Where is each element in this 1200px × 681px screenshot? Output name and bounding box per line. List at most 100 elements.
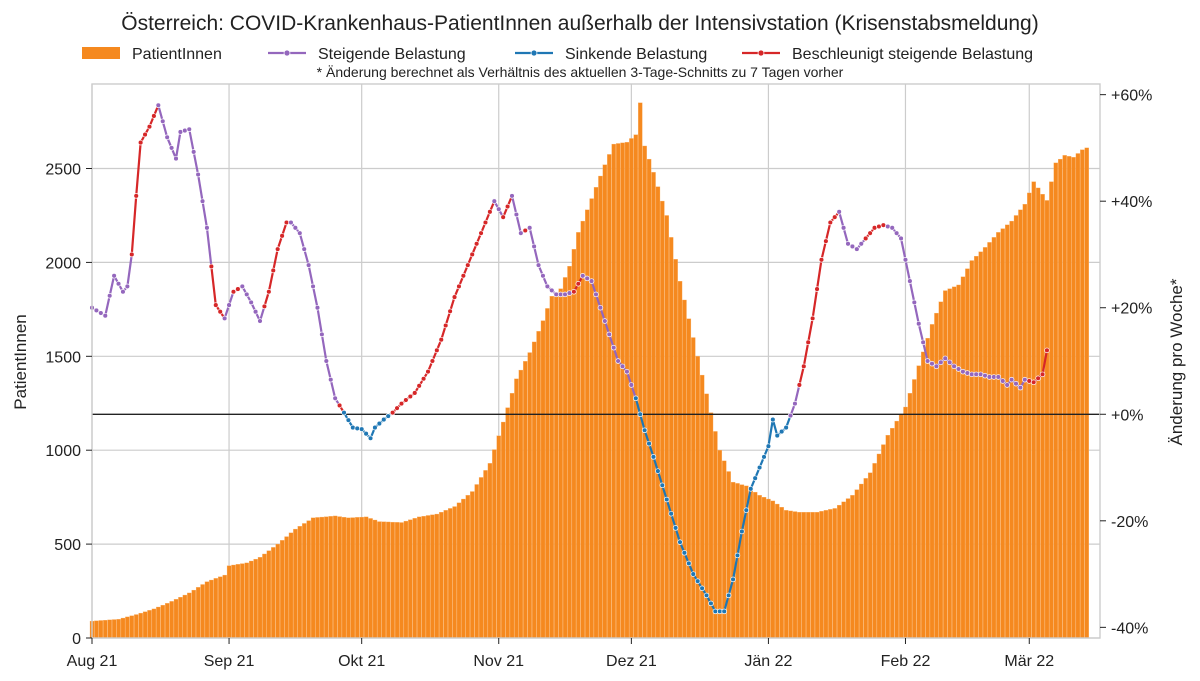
patient-bar [394,522,400,639]
change-point [871,225,878,231]
patient-bar [386,521,391,639]
patient-bar [333,515,338,639]
change-point [880,222,887,228]
change-point [248,299,254,306]
change-point [915,320,922,327]
patient-bar [810,512,815,639]
change-point [385,413,391,419]
y-left-tick-label: 1500 [45,349,81,366]
change-point [761,454,767,460]
patient-bar [355,517,360,639]
change-point [783,424,789,431]
change-point [787,412,794,419]
patient-bar [257,557,263,639]
patient-bar [461,498,466,639]
change-point [694,578,701,584]
change-point [951,363,957,370]
change-point [319,331,325,338]
y-axis-left-label: PatientInnen [11,314,30,409]
patient-bar [673,259,678,639]
change-point [845,241,851,247]
legend-label-accel: Beschleunigt steigende Belastung [792,46,1033,63]
patient-bar [200,584,205,639]
change-point [1004,382,1010,388]
patient-bar [1044,200,1050,639]
change-point [438,336,445,343]
change-point [230,289,237,295]
patient-bar [1022,204,1028,639]
change-point [106,293,113,299]
change-point [885,223,891,230]
patient-bar [266,550,272,639]
change-point [588,278,595,284]
change-point [774,432,781,439]
patient-bar [845,498,851,639]
change-point [204,225,210,231]
change-point [659,482,666,489]
patient-bar [1080,149,1085,639]
change-point [425,368,431,375]
patient-bar [310,517,316,639]
patient-bar [620,142,625,639]
change-point [730,576,736,583]
change-point [473,241,480,247]
change-point [960,368,966,375]
change-point [288,219,294,226]
patient-bar [425,515,431,639]
legend: PatientInnen Steigende Belastung Sinkende … [82,46,1033,63]
patient-bar [1031,181,1036,639]
change-point [535,262,542,268]
change-point [332,395,338,402]
x-tick-label: Mär 22 [1004,653,1054,670]
y-left-tick-label: 2500 [45,162,81,179]
patient-bar [390,521,395,639]
patient-bar [147,610,152,639]
patient-bar [377,521,382,639]
patient-bar [363,516,369,639]
patient-bar [669,237,674,639]
change-point [465,262,471,268]
change-point [504,203,511,210]
change-point [619,363,626,370]
change-point [447,308,453,315]
change-point [381,416,387,423]
patient-bar [103,620,108,639]
patient-bar [651,172,656,639]
patient-bar [359,516,364,639]
patient-bar [837,504,842,639]
patient-bar [947,288,952,639]
change-point [363,430,369,437]
change-point [301,246,307,252]
change-point [641,427,648,434]
patient-bar [558,288,563,639]
y-right-tick-label: +0% [1111,407,1143,424]
patient-bar [204,581,210,639]
legend-label-bars: PatientInnen [132,46,222,63]
patient-bar [111,619,117,639]
patient-bar [496,435,501,639]
change-point [274,246,281,252]
change-point [434,347,440,354]
change-point [637,411,643,418]
patient-bar [372,519,378,639]
patient-bar [682,299,687,639]
patient-bar [655,186,661,639]
change-point [159,118,166,125]
patient-bar [814,512,820,639]
change-point [765,443,772,449]
patient-bar [531,341,537,639]
patient-bar [107,619,112,639]
change-point [668,510,674,517]
change-point [867,230,873,236]
patient-bar [801,512,807,639]
patient-bar [593,187,599,639]
patient-bar [350,517,356,639]
change-point [1039,371,1046,378]
change-point [451,294,458,300]
patient-bar [615,143,621,639]
change-point [500,214,506,220]
change-point [1008,376,1015,383]
patient-bar [779,507,784,639]
patient-bar [403,520,409,639]
